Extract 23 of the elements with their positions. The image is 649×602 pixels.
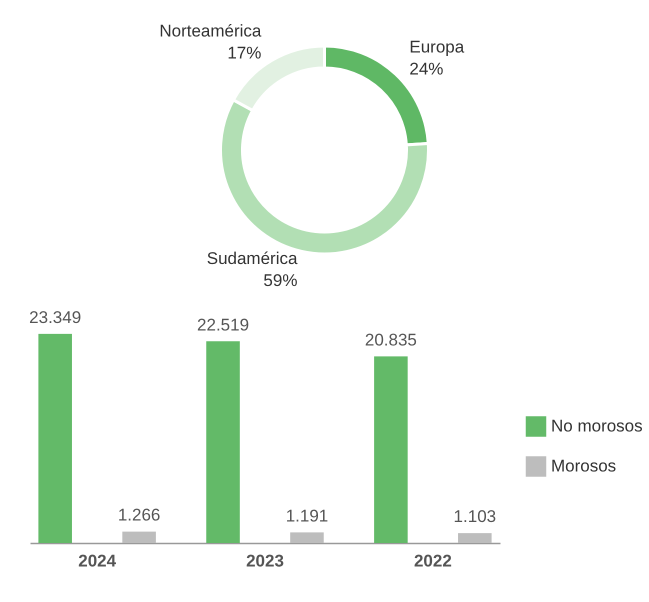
data-label: 22.519: [197, 315, 250, 334]
legend-label: No morosos: [551, 416, 643, 436]
bar: [458, 533, 492, 543]
data-label: 59%: [263, 271, 298, 290]
bar: [206, 341, 240, 543]
bar: [374, 356, 408, 543]
bar: [290, 532, 324, 543]
x-tick-label: 2024: [78, 552, 117, 570]
data-label: 20.835: [364, 330, 417, 350]
slice-label: Europa: [409, 38, 465, 57]
slice-label: Sudamérica: [206, 249, 298, 268]
data-label: 1.266: [118, 506, 160, 525]
data-label: 17%: [227, 43, 262, 62]
x-tick-label: 2023: [246, 552, 284, 570]
data-label: 1.103: [454, 507, 496, 526]
bar: [38, 334, 72, 543]
legend-label: Morosos: [551, 456, 616, 476]
x-tick-label: 2022: [414, 552, 452, 570]
bar: [122, 532, 156, 543]
data-label: 23.349: [29, 308, 82, 327]
data-label: 1.191: [286, 506, 328, 526]
data-label: 24%: [409, 60, 444, 79]
slice-label: Norteamérica: [159, 21, 262, 40]
